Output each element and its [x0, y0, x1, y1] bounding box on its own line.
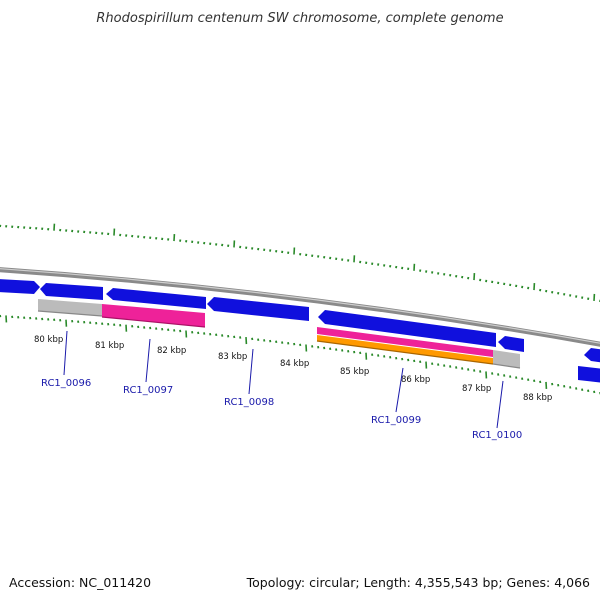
- gene-arrow[interactable]: [318, 310, 496, 347]
- gene-arrow[interactable]: [106, 288, 206, 309]
- feature-bar-pink[interactable]: [317, 327, 493, 357]
- scale-label: 86 kbp: [401, 375, 430, 385]
- gene-arrow[interactable]: [207, 297, 309, 321]
- feature-bar-pink[interactable]: [102, 304, 205, 327]
- leader-line: [496, 380, 504, 429]
- feature-bar-edge: [492, 363, 521, 369]
- feature-bar-edge: [37, 310, 103, 317]
- gene-arrow[interactable]: [578, 366, 600, 383]
- feature-bar-orange[interactable]: [317, 335, 493, 364]
- locus-leaders: [63, 330, 504, 429]
- scale-label: 85 kbp: [340, 367, 369, 377]
- gene-track: [0, 279, 600, 383]
- gene-arrow[interactable]: [0, 279, 40, 294]
- locus-tag-rc1-0098[interactable]: RC1_0098: [224, 397, 274, 408]
- locus-tags: RC1_0096 RC1_0097 RC1_0098 RC1_0099 RC1_…: [41, 378, 522, 441]
- genome-summary: Topology: circular; Length: 4,355,543 bp…: [246, 575, 590, 590]
- feature-bar-edge: [316, 340, 494, 365]
- locus-tag-rc1-0097[interactable]: RC1_0097: [123, 385, 173, 396]
- scale-label: 84 kbp: [280, 359, 309, 369]
- chromosome-backbone-highlight: [0, 268, 600, 344]
- map-title: Rhodospirillum centenum SW chromosome, c…: [96, 11, 503, 26]
- upper-tick-track: [0, 223, 600, 302]
- feature-bar-edge: [101, 316, 206, 328]
- scale-label: 81 kbp: [95, 341, 124, 351]
- scale-label: 80 kbp: [34, 335, 63, 345]
- chromosome-backbone: [0, 267, 600, 347]
- feature-bar-gray[interactable]: [493, 350, 520, 368]
- lower-tick-track: [0, 314, 600, 395]
- gene-arrow[interactable]: [498, 336, 524, 352]
- gene-arrow[interactable]: [40, 283, 103, 300]
- leader-line: [248, 348, 254, 395]
- locus-tag-rc1-0096[interactable]: RC1_0096: [41, 378, 91, 389]
- locus-tag-rc1-0100[interactable]: RC1_0100: [472, 430, 522, 441]
- leader-line: [395, 367, 404, 413]
- scale-label: 87 kbp: [462, 384, 491, 394]
- leader-line: [63, 330, 68, 376]
- scale-label: 88 kbp: [523, 393, 552, 403]
- gene-arrow[interactable]: [584, 348, 600, 363]
- locus-tag-rc1-0099[interactable]: RC1_0099: [371, 415, 421, 426]
- leader-line: [145, 338, 151, 383]
- scale-label: 83 kbp: [218, 352, 247, 362]
- feature-track: [37, 299, 521, 369]
- scale-labels: 80 kbp 81 kbp 82 kbp 83 kbp 84 kbp 85 kb…: [34, 335, 552, 403]
- accession-label: Accession: NC_011420: [9, 575, 151, 590]
- scale-label: 82 kbp: [157, 346, 186, 356]
